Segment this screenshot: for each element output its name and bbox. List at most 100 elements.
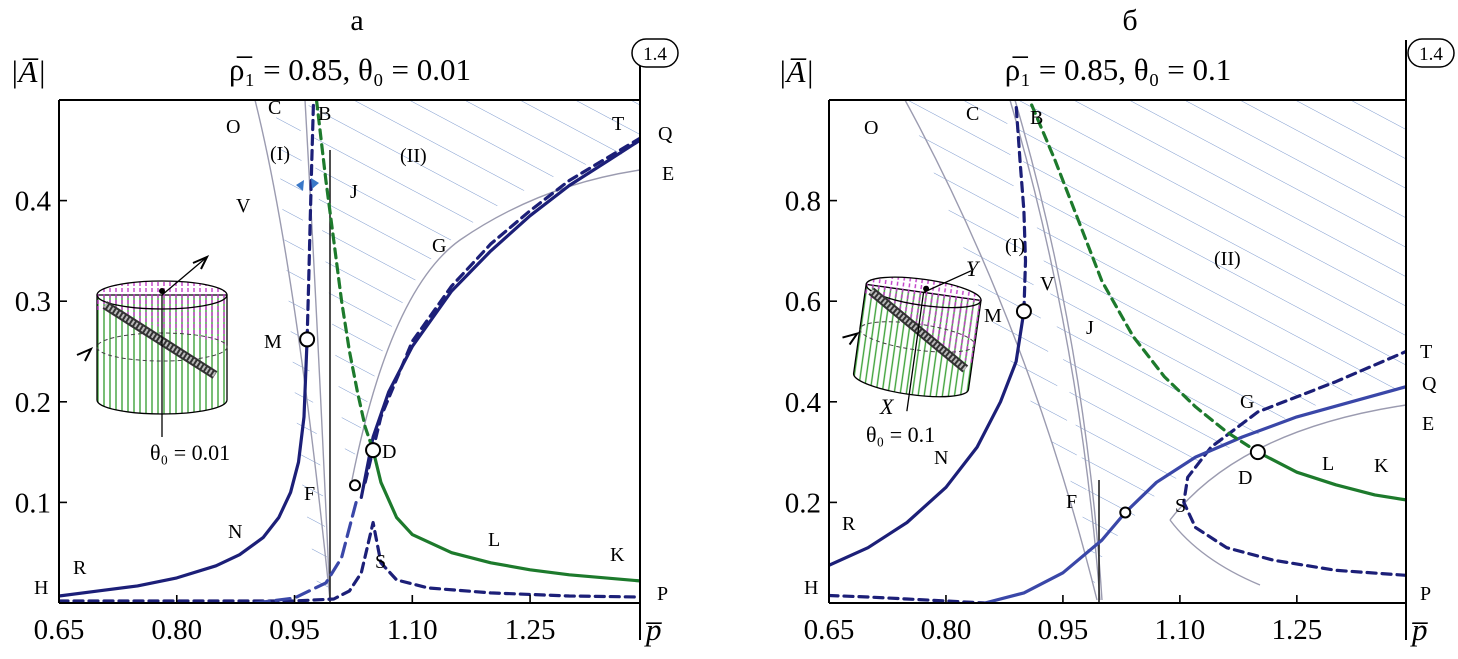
y-axis-label-b: |A̅| [778,54,814,89]
label-g-b: G [1240,391,1254,413]
region-ii-a [308,100,640,470]
label-t-a: T [612,113,624,135]
label-c-b: C [966,103,979,125]
label-p-a: P [657,583,668,605]
label-f-a: F [304,483,315,505]
label-r-b: R [842,513,856,535]
series-line-a-1 [305,103,315,341]
y-tick-label-a-3: 0.4 [15,186,52,218]
series-group-b [829,103,1406,603]
series-line-b-5 [1030,103,1260,454]
inset-axis-y-b: Y [966,256,981,281]
series-line-b-0 [829,309,1026,567]
panel-label-a: а [350,4,363,37]
boundary-left-b [904,100,1098,601]
label-o-a: O [226,116,240,138]
x-tick-label-b-1: 0.80 [921,614,972,646]
x-tick-label-a-2: 0.95 [269,614,320,646]
x-tick-label-b-4: 1.25 [1271,614,1322,646]
x-tick-label-a-1: 0.80 [151,614,202,646]
figure-number-badge-b: 1.4 [1407,38,1455,68]
inset-axis-x-b: X [879,394,895,419]
marker-f-a [348,479,361,492]
series-group-a [59,100,640,603]
cylinder-inset-a [76,255,228,437]
label-e-a: E [662,163,674,185]
label-r-a: R [73,557,87,579]
boundary-right-b [1169,404,1406,521]
label-b-a: B [318,103,331,125]
label-s-a: S [375,551,386,573]
series-line-b-1 [1014,103,1028,313]
label-v-b: V [1040,273,1055,295]
x-tick-label-b-3: 1.10 [1155,614,1206,646]
label-d-a: D [382,441,396,463]
y-axis-label-a: |A̅| [10,54,46,89]
boundary-right-a [351,169,640,481]
label-n-a: N [228,521,242,543]
y-tick-label-a-0: 0.1 [15,487,51,519]
arrow-marker-left-a [296,180,304,191]
markers-b [1015,303,1266,519]
region-label-ii-a: (II) [400,145,427,167]
boundary-mid2-b [1014,100,1103,601]
inset-label-a: θ₀ = 0.01 [150,440,230,465]
series-line-a-6 [314,100,375,452]
series-line-a-5 [253,495,359,603]
series-line-b-3 [1182,349,1406,577]
label-n-b: N [934,447,948,469]
label-l-b: L [1322,453,1334,475]
label-s-b: S [1175,495,1186,517]
marker-f-b [1119,506,1132,519]
label-k-a: K [610,544,625,566]
region-label-ii-b: (II) [1214,248,1241,270]
chart-title-a: ρ̅₁ = 0.85, θ₀ = 0.01 [229,52,471,87]
series-line-b-2 [829,593,987,603]
y-tick-label-b-0: 0.2 [785,487,821,519]
figure-number-b: 1.4 [1419,44,1443,65]
ticks-b: 0.65 0.80 0.95 1.10 1.25 0.2 0.4 0.6 0.8 [785,186,1322,646]
label-q-a: Q [658,123,673,145]
series-line-a-0 [59,337,309,598]
label-h-a: H [34,577,48,599]
series-line-b-6 [1256,450,1406,502]
boundary-mid-b [1009,100,1101,601]
chart-panel-b: 0.65 0.80 0.95 1.10 1.25 0.2 0.4 0.6 0.8 б ρ̅₁ =… [778,4,1455,647]
label-e-b: E [1422,413,1434,435]
inset-label-b: θ₀ = 0.1 [866,422,935,447]
label-b-b: B [1030,107,1043,129]
chart-panel-a: 0.65 0.80 0.95 1.10 1.25 0.1 0.2 0.3 0.4 а ρ̅₁ =… [10,4,679,647]
region-label-i-a: (I) [270,143,290,165]
boundary-lower-b [1169,519,1261,586]
label-h-b: H [804,577,818,599]
label-j-b: J [1086,317,1094,339]
y-tick-label-b-3: 0.8 [785,186,821,218]
y-tick-label-b-2: 0.6 [785,286,821,318]
x-tick-label-b-2: 0.95 [1038,614,1089,646]
label-g-a: G [432,235,446,257]
label-o-b: O [864,117,878,139]
series-line-a-7 [371,448,640,583]
x-axis-label-a: p̅ [644,612,662,647]
series-line-b-4 [983,385,1406,603]
label-d-b: D [1238,467,1252,489]
region-label-i-b: (I) [1005,235,1025,257]
figure-number-badge-a: 1.4 [631,38,679,68]
label-m-a: M [264,331,282,353]
label-j-a: J [350,181,358,203]
cylinder-inset-b [842,270,982,412]
markers-a [299,331,382,492]
region-i-b [905,100,1095,600]
label-p-b: P [1420,583,1431,605]
chart-title-b: ρ̅₁ = 0.85, θ₀ = 0.1 [1005,52,1231,87]
x-tick-label-a-4: 1.25 [505,614,556,646]
marker-m-a [299,331,316,348]
arrow-marker-right-a [311,178,319,189]
label-k-b: K [1374,455,1389,477]
x-tick-label-a-3: 1.10 [387,614,438,646]
figure-number-a: 1.4 [643,44,667,65]
y-tick-label-b-1: 0.4 [785,387,822,419]
label-t-b: T [1420,341,1432,363]
ticks-a: 0.65 0.80 0.95 1.10 1.25 0.1 0.2 0.3 0.4 [15,186,556,646]
